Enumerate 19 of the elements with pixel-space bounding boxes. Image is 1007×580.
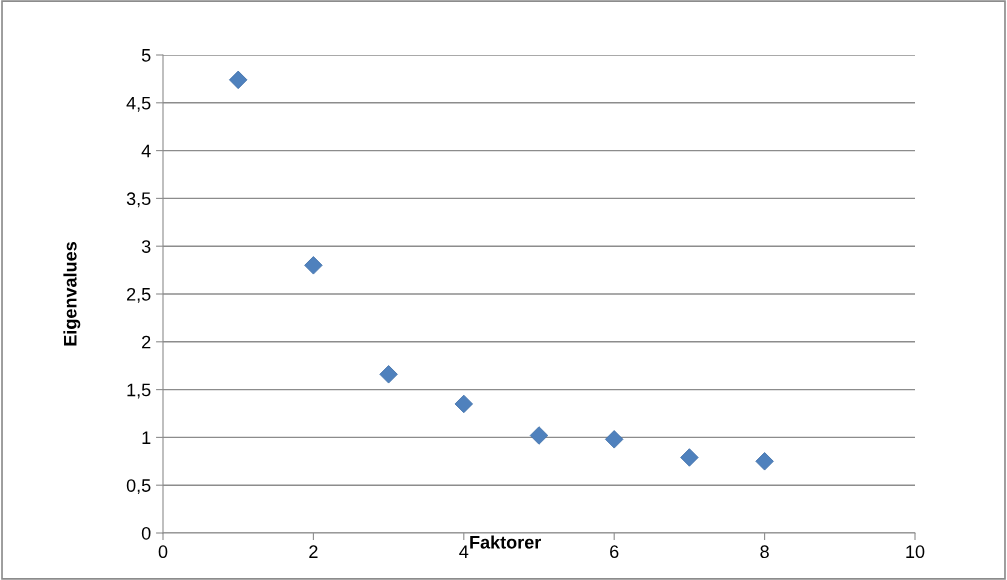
y-tick-label: 2,5 (127, 287, 151, 303)
y-tick-label: 1 (142, 431, 151, 444)
x-tick-label: 0 (158, 545, 168, 559)
y-tick-label: 1,5 (127, 383, 151, 399)
y-tick-label: 4 (141, 144, 151, 158)
y-tick-label: 3,5 (126, 192, 151, 208)
x-tick-label: 2 (309, 545, 318, 558)
y-tick-label: 3 (141, 240, 151, 253)
x-tick-label: 8 (760, 545, 769, 559)
y-tick-label: 5 (141, 49, 151, 62)
y-tick-label: 0 (141, 526, 151, 540)
y-axis-title: Eigenvalues (63, 242, 81, 346)
x-tick-label: 6 (610, 545, 619, 559)
x-tick-label: 10 (906, 545, 925, 559)
y-tick-label: 0,5 (126, 479, 151, 495)
y-tick-label: 2 (142, 335, 151, 349)
y-tick-label: 4,5 (126, 96, 151, 112)
x-tick-label: 4 (459, 545, 469, 558)
x-axis-title: Faktorer (470, 535, 542, 549)
